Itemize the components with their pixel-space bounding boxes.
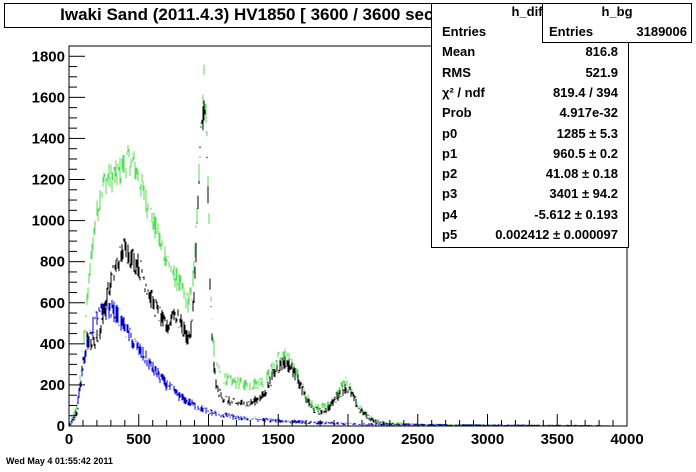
stats-row-label: Prob (442, 105, 472, 121)
x-tick-label: 3500 (541, 431, 574, 448)
title-box: Iwaki Sand (2011.4.3) HV1850 [ 3600 / 36… (4, 3, 500, 28)
stats-row-label: p4 (442, 206, 458, 222)
y-tick-label: 1400 (32, 130, 65, 147)
stats-row-value: 819.4 / 394 (552, 84, 618, 100)
x-tick-label: 3000 (471, 431, 504, 448)
stats-row: p3 3401 ± 94.2 (432, 186, 628, 206)
y-tick-label: 800 (40, 254, 65, 271)
stats-row-value: 3401 ± 94.2 (549, 186, 618, 202)
stats-row-value: 960.5 ± 0.2 (553, 145, 618, 161)
stats-row-label: p5 (442, 227, 458, 242)
stats-row-value: -5.612 ± 0.193 (534, 206, 618, 222)
stats-name: h_bg (601, 4, 633, 19)
datestamp: Wed May 4 01:55:42 2011 (6, 456, 113, 466)
stats-row: p0 1285 ± 5.3 (432, 126, 628, 146)
series-line (69, 299, 626, 426)
x-tick-label: 2000 (331, 431, 364, 448)
x-tick-label: 1000 (192, 431, 225, 448)
stats-row-label: RMS (442, 64, 471, 80)
stats-row-label: Entries (442, 24, 487, 39)
y-tick-label: 200 (40, 377, 65, 394)
stats-row: Mean 816.8 (432, 44, 628, 64)
chart-title: Iwaki Sand (2011.4.3) HV1850 [ 3600 / 36… (60, 5, 444, 24)
stats-row-value: 521.9 (585, 64, 618, 80)
x-tick-label: 1500 (262, 431, 295, 448)
stats-row-label: p0 (442, 125, 458, 141)
y-tick-label: 600 (40, 295, 65, 312)
y-tick-label: 1600 (32, 89, 65, 106)
x-tick-label: 4000 (610, 431, 643, 448)
y-tick-label: 1200 (32, 172, 65, 189)
y-tick-label: 1000 (32, 213, 65, 230)
stats-row: Prob 4.917e-32 (432, 105, 628, 125)
stats-row-label: Mean (442, 44, 476, 60)
stats-row-value: 1285 ± 5.3 (556, 125, 618, 141)
stats-row-value: 816.8 (585, 44, 618, 60)
stats-row: p5 0.002412 ± 0.000097 (432, 227, 628, 247)
stats-row-label: p2 (442, 166, 458, 182)
y-tick-label: 0 (57, 418, 65, 435)
x-tick-label: 500 (126, 431, 151, 448)
y-tick-label: 400 (40, 336, 65, 353)
stats-entries-value: 3189006 (636, 24, 687, 39)
stats-row-value: 41.08 ± 0.18 (545, 166, 618, 182)
axis-layer: 0 500 1000 1500 2000 2500 3000 3500 4000 0 200 400 6… (32, 45, 644, 448)
stats-row-label: p3 (442, 186, 458, 202)
stats-row: RMS 521.9 (432, 65, 628, 85)
stats-box-h-bg: h_bg Entries 3189006 (542, 3, 692, 43)
x-tick-label: 2500 (401, 431, 434, 448)
stats-row: p4 -5.612 ± 0.193 (432, 207, 628, 227)
stats-entries-label: Entries (549, 24, 594, 39)
stats-row: p2 41.08 ± 0.18 (432, 166, 628, 186)
stats-row: χ² / ndf 819.4 / 394 (432, 85, 628, 105)
stats-row-value: 4.917e-32 (559, 105, 618, 121)
x-tick-label: 0 (65, 431, 73, 448)
stats-row-label: p1 (442, 145, 458, 161)
stats-name: h_dif (511, 4, 543, 19)
stats-row-value: 0.002412 ± 0.000097 (495, 227, 618, 242)
y-tick-label: 1800 (32, 48, 65, 65)
stats-row-label: χ² / ndf (442, 84, 485, 100)
stats-row: p1 960.5 ± 0.2 (432, 146, 628, 166)
